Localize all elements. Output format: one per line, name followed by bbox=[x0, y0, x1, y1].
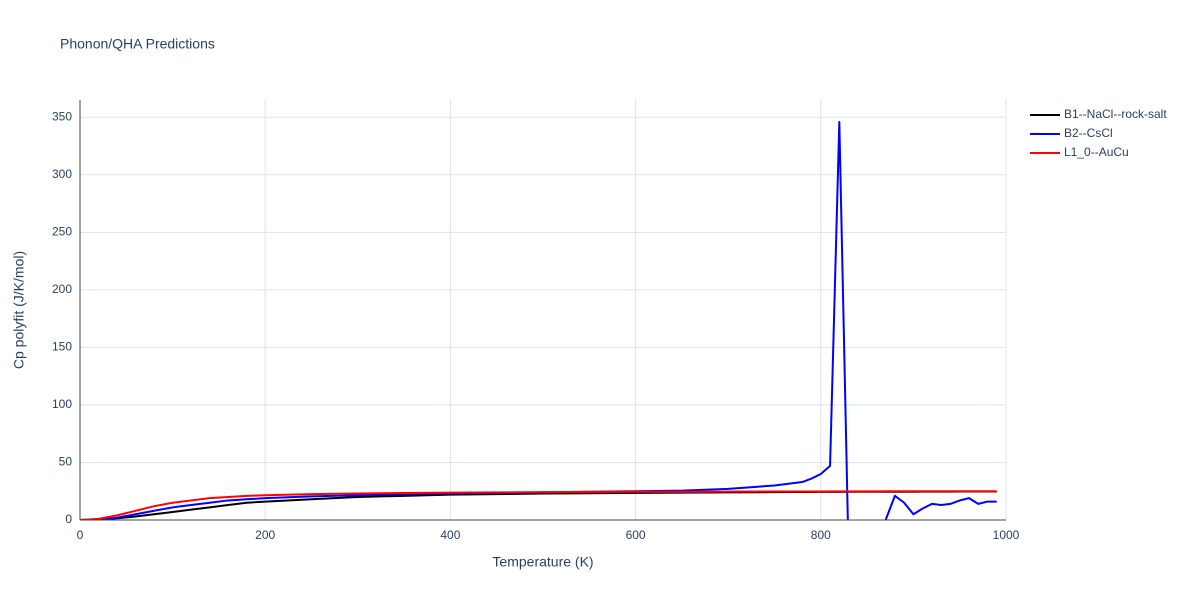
x-tick-label: 0 bbox=[77, 528, 84, 542]
legend-label: L1_0--AuCu bbox=[1064, 145, 1129, 159]
y-tick-label: 350 bbox=[52, 109, 72, 123]
y-axis-label: Cp polyfit (J/K/mol) bbox=[11, 251, 27, 369]
y-tick-label: 50 bbox=[59, 455, 73, 469]
y-tick-label: 100 bbox=[52, 397, 72, 411]
legend: B1--NaCl--rock-salt B2--CsCl L1_0--AuCu bbox=[1030, 107, 1167, 159]
x-tick-label: 600 bbox=[626, 528, 646, 542]
y-tick-label: 200 bbox=[52, 282, 72, 296]
plot-area bbox=[80, 120, 997, 520]
chart-title: Phonon/QHA Predictions bbox=[60, 36, 215, 52]
legend-label: B2--CsCl bbox=[1064, 126, 1113, 140]
series-line bbox=[80, 490, 997, 520]
axes: 0 50 100 150 200 250 300 350 0 200 400 600 800 1000 bbox=[52, 100, 1020, 542]
x-tick-label: 1000 bbox=[993, 528, 1020, 542]
y-tick-label: 150 bbox=[52, 340, 72, 354]
x-tick-label: 200 bbox=[255, 528, 275, 542]
y-tick-label: 300 bbox=[52, 167, 72, 181]
y-tick-label: 250 bbox=[52, 225, 72, 239]
x-axis-label: Temperature (K) bbox=[492, 554, 593, 570]
series-line bbox=[80, 490, 997, 520]
y-tick-label: 0 bbox=[65, 512, 72, 526]
grid bbox=[79, 100, 1007, 521]
x-tick-label: 400 bbox=[440, 528, 460, 542]
series-line bbox=[80, 120, 997, 520]
x-tick-label: 800 bbox=[811, 528, 831, 542]
legend-label: B1--NaCl--rock-salt bbox=[1064, 107, 1167, 121]
